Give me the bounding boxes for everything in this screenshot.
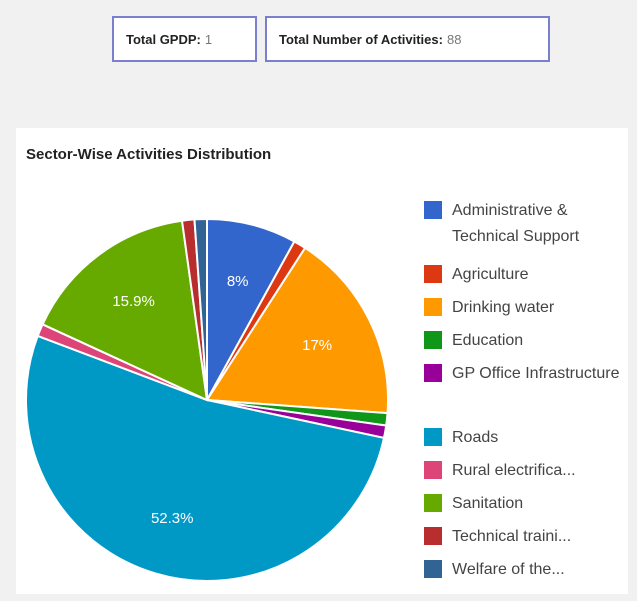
legend-label: Rural electrifica...	[452, 462, 576, 479]
legend-swatch	[424, 494, 442, 512]
pie-slice-drinking-water[interactable]	[205, 246, 389, 415]
legend-label: Agriculture	[452, 266, 529, 283]
total-gpdp-box: Total GPDP: 1	[112, 16, 257, 62]
legend-label: GP Office Infrastructure	[452, 365, 620, 382]
pie-slice-welfare-of-the[interactable]	[193, 217, 208, 401]
pie-slice-administrative-technical-support[interactable]	[206, 217, 296, 401]
legend-label: Technical traini...	[452, 528, 572, 545]
legend-swatch	[424, 331, 442, 349]
total-activities-value: 88	[446, 31, 462, 47]
chart-title: Sector-Wise Activities Distribution	[26, 146, 272, 163]
legend-item-welfare-of-the[interactable]: Welfare of the...	[424, 557, 622, 583]
legend-swatch	[424, 428, 442, 446]
total-gpdp-value: 1	[204, 31, 213, 47]
legend-label: Roads	[452, 429, 499, 446]
legend-swatch	[424, 298, 442, 316]
legend-swatch	[424, 560, 442, 578]
legend-item-administrative-technical-support[interactable]: Administrative & Technical Support	[424, 198, 622, 250]
pie-slice-sanitation[interactable]	[41, 219, 209, 402]
slice-data-label: 15.9%	[112, 293, 155, 310]
legend-item-education[interactable]: Education	[424, 328, 622, 354]
total-gpdp-label: Total GPDP:	[126, 31, 201, 47]
legend-label: Welfare of the...	[452, 561, 565, 578]
slice-data-label: 52.3%	[151, 510, 194, 527]
total-activities-box: Total Number of Activities: 88	[265, 16, 550, 62]
pie-chart: 8% 17% 52.3% 15.9%	[25, 217, 389, 582]
legend-item-sanitation[interactable]: Sanitation	[424, 491, 622, 517]
legend-item-drinking-water[interactable]: Drinking water	[424, 295, 622, 321]
legend-item-roads[interactable]: Roads	[424, 425, 622, 451]
pie-slice-roads[interactable]	[25, 334, 386, 582]
legend-item-gp-office-infrastructure[interactable]: GP Office Infrastructure	[424, 361, 622, 387]
slice-data-label: 17%	[302, 337, 332, 354]
legend-item-rural-electrifica[interactable]: Rural electrifica...	[424, 458, 622, 484]
legend-item-technical-traini[interactable]: Technical traini...	[424, 524, 622, 550]
legend-label: Drinking water	[452, 299, 555, 316]
legend-swatch	[424, 461, 442, 479]
legend-swatch	[424, 364, 442, 382]
legend-swatch	[424, 527, 442, 545]
legend-swatch	[424, 265, 442, 283]
slice-data-label: 8%	[227, 273, 249, 290]
legend-item-agriculture[interactable]: Agriculture	[424, 262, 622, 288]
legend-swatch	[424, 201, 442, 219]
total-activities-label: Total Number of Activities:	[279, 31, 443, 47]
legend-label: Education	[452, 332, 524, 349]
legend-label: Sanitation	[452, 495, 524, 512]
legend-label: Administrative & Technical Support	[452, 202, 580, 245]
sector-chart-card: Sector-Wise Activities Distribution 8% 17…	[16, 128, 628, 594]
